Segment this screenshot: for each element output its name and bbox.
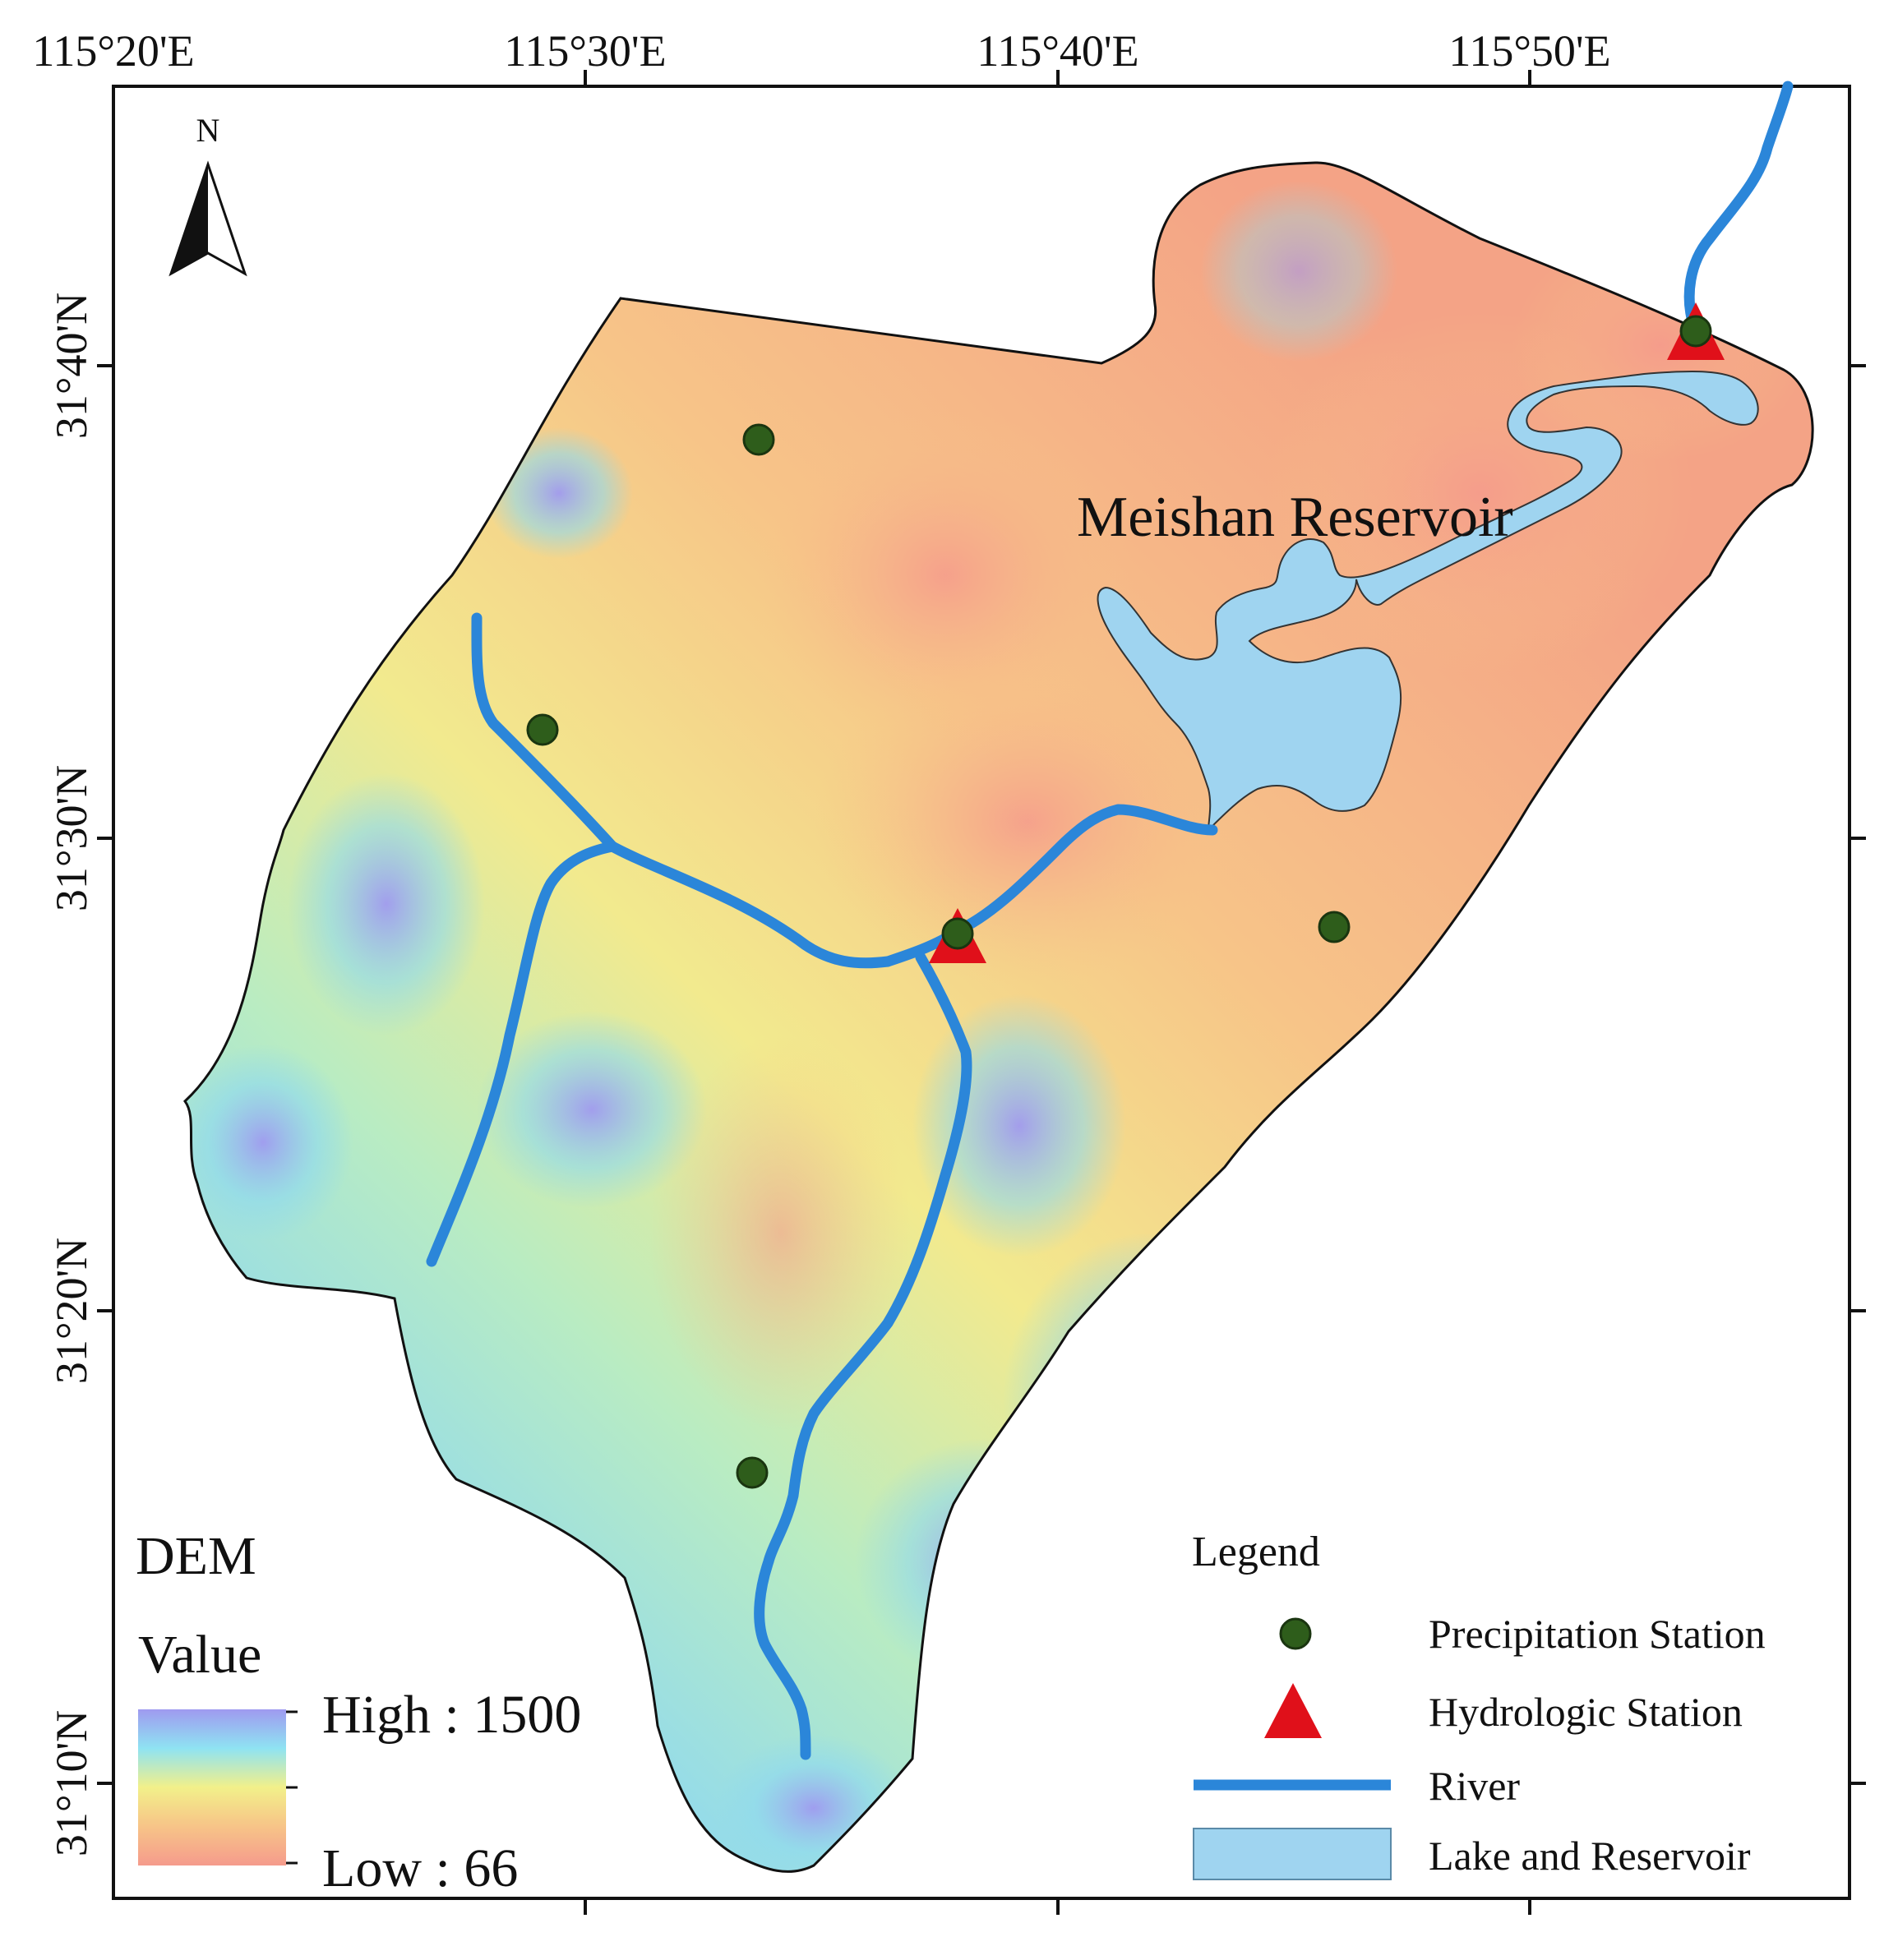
dem-title: DEM <box>136 1526 256 1586</box>
precip-station-west <box>526 713 559 746</box>
graticule-ticks <box>97 70 1866 1915</box>
river-outlet <box>1683 81 1794 330</box>
meishan-reservoir-shape <box>1097 371 1759 832</box>
north-arrow-icon: N <box>169 112 247 277</box>
precip-station-north <box>742 423 775 456</box>
dem-legend: DEM Value High : 1500 Low : 66 <box>136 1526 581 1898</box>
light-blue-rect-icon <box>1193 1828 1392 1880</box>
legend-item-lake: Lake and Reservoir <box>1429 1833 1751 1879</box>
map-legend: Legend Precipitation Station Hydrologic … <box>1192 1529 1766 1880</box>
legend-item-precipitation: Precipitation Station <box>1429 1611 1766 1657</box>
lon-label-2: 115°30'E <box>504 26 666 76</box>
lon-label-1: 115°20'E <box>32 26 194 76</box>
precip-station-mid <box>941 917 974 950</box>
basin-boundary <box>182 161 1814 1873</box>
river-south-branch <box>754 952 972 1760</box>
precip-station-east <box>1318 911 1351 943</box>
red-triangle-icon <box>1264 1683 1322 1738</box>
green-dot-icon <box>1279 1617 1312 1650</box>
legend-title: Legend <box>1192 1529 1320 1575</box>
dem-subtitle: Value <box>138 1625 261 1685</box>
lon-label-4: 115°50'E <box>1448 26 1610 76</box>
lat-label-4: 31°10'N <box>47 1710 96 1856</box>
precip-station-south <box>736 1456 769 1489</box>
north-arrow-label: N <box>196 112 220 149</box>
lat-label-2: 31°30'N <box>47 765 96 911</box>
dem-low-label: Low : 66 <box>322 1838 518 1898</box>
lat-label-3: 31°20'N <box>47 1238 96 1384</box>
dem-high-label: High : 1500 <box>322 1685 581 1745</box>
lat-label-1: 31°40'N <box>47 293 96 439</box>
legend-item-hydrologic: Hydrologic Station <box>1429 1689 1743 1735</box>
legend-item-river: River <box>1429 1763 1520 1809</box>
river-west-branch <box>426 841 618 1267</box>
precipitation-stations <box>526 315 1712 1489</box>
precip-station-outlet <box>1679 315 1712 348</box>
reservoir-label: Meishan Reservoir <box>1077 486 1513 549</box>
dem-color-ramp <box>138 1709 286 1865</box>
lon-label-3: 115°40'E <box>977 26 1138 76</box>
